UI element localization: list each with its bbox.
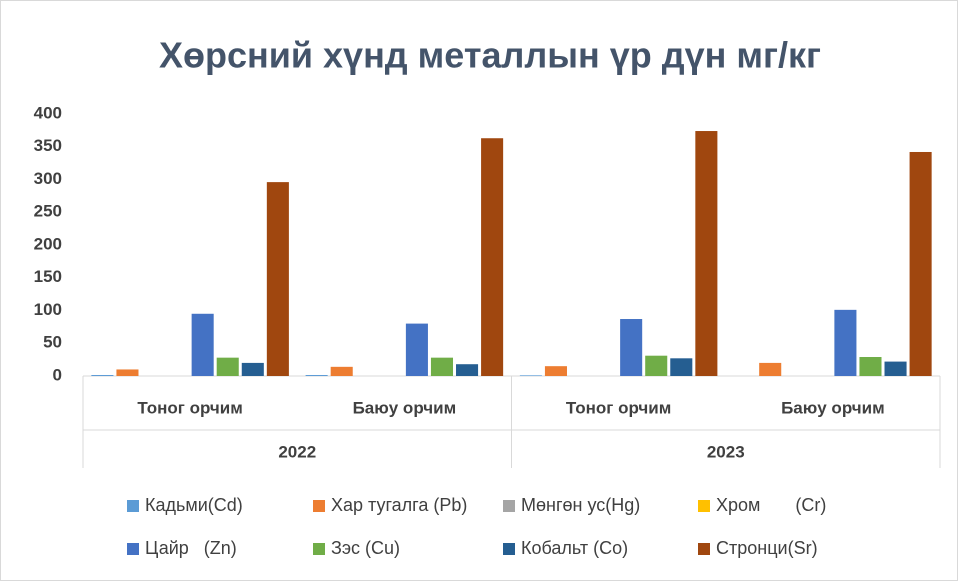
bar — [191, 313, 214, 376]
legend-swatch — [127, 500, 139, 512]
y-tick-label: 150 — [34, 267, 62, 286]
y-tick-label: 50 — [43, 333, 62, 352]
chart-title: Хөрсний хүнд металлын үр дүн мг/кг — [159, 35, 821, 76]
bar — [909, 151, 932, 376]
legend-label: Хар тугалга (Pb) — [331, 495, 467, 515]
bar — [859, 357, 882, 376]
group-label: 2022 — [278, 442, 316, 461]
y-tick-label: 300 — [34, 169, 62, 188]
legend-swatch — [503, 543, 515, 555]
bar — [305, 375, 328, 376]
bar — [405, 323, 428, 376]
legend-label: Стронци(Sr) — [716, 538, 818, 558]
bar — [330, 366, 353, 376]
legend-label: Мөнгөн ус(Hg) — [521, 495, 640, 515]
bar — [91, 375, 114, 376]
bar — [266, 182, 289, 376]
bar — [695, 131, 718, 376]
legend-label: Хром (Cr) — [716, 495, 826, 515]
y-tick-label: 200 — [34, 234, 62, 253]
x-tick-label: Баюу орчим — [353, 398, 457, 417]
bar — [456, 364, 479, 376]
legend-swatch — [313, 500, 325, 512]
y-tick-label: 100 — [34, 300, 62, 319]
bar — [645, 355, 668, 376]
x-tick-label: Тоног орчим — [137, 398, 242, 417]
x-tick-label: Баюу орчим — [781, 398, 885, 417]
bar — [670, 358, 693, 376]
bar — [519, 375, 542, 376]
bar — [759, 362, 782, 376]
bar — [116, 369, 139, 376]
legend-label: Кадьми(Cd) — [145, 495, 243, 515]
bar — [481, 138, 504, 376]
legend-swatch — [503, 500, 515, 512]
bar — [834, 309, 857, 376]
legend-swatch — [698, 500, 710, 512]
legend-swatch — [313, 543, 325, 555]
y-tick-label: 400 — [34, 103, 62, 122]
bar — [544, 366, 567, 376]
group-label: 2023 — [707, 442, 745, 461]
bar — [241, 362, 264, 376]
legend-swatch — [127, 543, 139, 555]
bar — [430, 357, 454, 376]
legend-swatch — [698, 543, 710, 555]
bar — [884, 361, 907, 376]
x-tick-label: Тоног орчим — [566, 398, 671, 417]
legend-label: Зэс (Cu) — [331, 538, 400, 558]
bar — [216, 357, 239, 376]
y-tick-label: 250 — [34, 202, 62, 221]
y-tick-label: 350 — [34, 136, 62, 155]
bar — [620, 319, 643, 376]
legend-label: Кобальт (Co) — [521, 538, 628, 558]
legend-label: Цайр (Zn) — [145, 538, 237, 558]
y-tick-label: 0 — [53, 365, 62, 384]
